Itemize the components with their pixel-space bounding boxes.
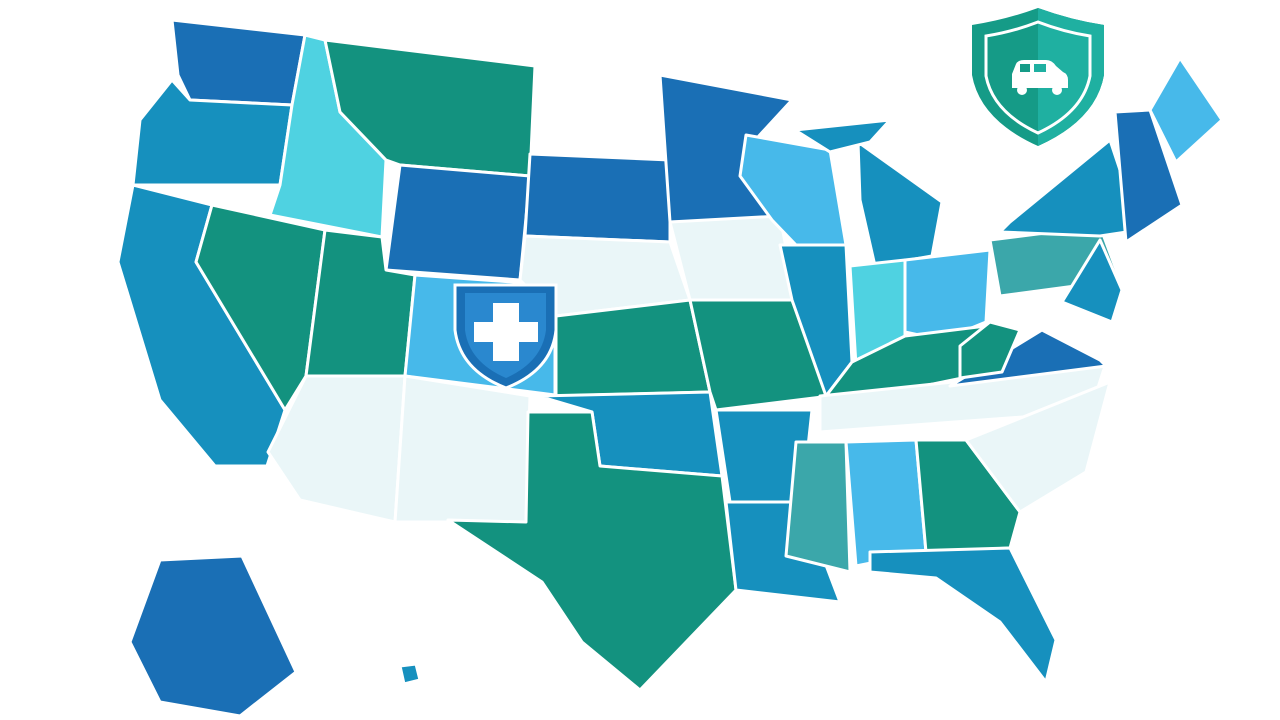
state-maryland-new-jersey: [1060, 238, 1124, 324]
state-alabama: [844, 438, 928, 568]
state-alaska: [128, 554, 298, 718]
states-layer: [116, 18, 1224, 718]
state-maine: [1148, 56, 1224, 164]
state-missouri: [688, 298, 832, 412]
state-arizona: [266, 374, 407, 524]
state-west-virginia: [958, 320, 1022, 380]
medical-cross-shield-icon: [453, 283, 558, 390]
state-new-england: [1113, 108, 1184, 244]
state-georgia: [914, 438, 1022, 554]
state-texas: [446, 410, 738, 692]
state-florida: [868, 546, 1058, 684]
state-new-york: [998, 138, 1142, 238]
state-washington: [170, 18, 307, 107]
car-insurance-shield-icon: [972, 8, 1104, 146]
state-kansas: [554, 298, 712, 398]
state-new-mexico: [393, 374, 532, 524]
state-iowa: [668, 214, 798, 302]
state-mississippi: [784, 440, 852, 574]
state-nevada: [194, 203, 327, 412]
state-carolinas: [964, 380, 1112, 514]
state-hawaii: [398, 662, 422, 686]
state-south-dakota: [523, 152, 672, 244]
state-wyoming: [384, 163, 532, 282]
state-michigan-upper: [793, 118, 892, 154]
state-michigan: [856, 140, 944, 268]
